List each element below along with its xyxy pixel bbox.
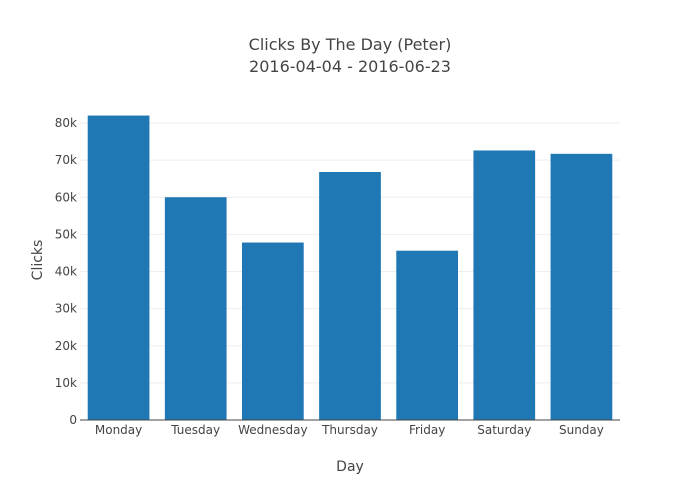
chart-subtitle: 2016-04-04 - 2016-06-23 xyxy=(249,57,451,76)
x-axis-title: Day xyxy=(336,459,364,475)
bar-friday[interactable] xyxy=(396,250,458,420)
y-axis-title: Clicks xyxy=(30,240,46,281)
y-tick-label: 80k xyxy=(55,116,77,130)
y-tick-label: 70k xyxy=(55,153,77,167)
bar-monday[interactable] xyxy=(87,115,150,420)
bar-sunday[interactable] xyxy=(550,153,613,420)
y-tick-label: 10k xyxy=(55,376,77,390)
y-tick-label: 0 xyxy=(69,413,77,427)
x-tick-label: Friday xyxy=(409,423,445,437)
chart-title: Clicks By The Day (Peter) xyxy=(249,35,452,54)
bar-wednesday[interactable] xyxy=(242,242,304,420)
y-tick-label: 50k xyxy=(55,227,77,241)
x-tick-label: Thursday xyxy=(321,423,378,437)
x-tick-labels: Monday Tuesday Wednesday Thursday Friday Satu… xyxy=(95,423,604,437)
x-tick-label: Tuesday xyxy=(170,423,220,437)
y-tick-label: 60k xyxy=(55,190,77,204)
y-tick-labels: 0 10k 20k 30k 40k 50k 60k 70k 80k xyxy=(55,116,77,427)
bar-tuesday[interactable] xyxy=(164,197,227,420)
x-tick-label: Saturday xyxy=(477,423,531,437)
y-tick-label: 20k xyxy=(55,339,77,353)
bar-thursday[interactable] xyxy=(319,172,381,420)
x-tick-label: Wednesday xyxy=(238,423,307,437)
bar-saturday[interactable] xyxy=(473,150,536,420)
y-tick-label: 30k xyxy=(55,302,77,316)
x-tick-label: Monday xyxy=(95,423,142,437)
bars xyxy=(87,115,613,420)
x-tick-label: Sunday xyxy=(559,423,604,437)
y-tick-label: 40k xyxy=(55,265,77,279)
